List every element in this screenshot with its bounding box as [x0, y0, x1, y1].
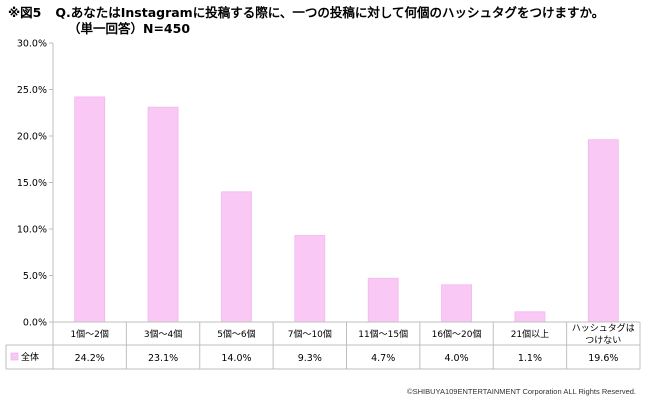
- x-tick-label: 5個～6個: [217, 328, 255, 340]
- copyright-notice: ©SHIBUYA109ENTERTAINMENT Corporation ALL…: [407, 387, 636, 396]
- bar: [514, 311, 546, 323]
- figure-label: ※図5: [8, 5, 42, 20]
- y-tick-label: 5.0%: [23, 271, 47, 282]
- data-label: 19.6%: [588, 353, 618, 364]
- x-tick-label: 11個～15個: [358, 328, 408, 340]
- y-tick-label: 0.0%: [23, 318, 47, 329]
- bar: [147, 106, 179, 323]
- data-label: 24.2%: [75, 353, 105, 364]
- question-text: Q.あなたはInstagramに投稿する際に、一つの投稿に対して何個のハッシュタ…: [55, 5, 605, 20]
- data-label: 14.0%: [221, 353, 251, 364]
- y-tick-label: 25.0%: [17, 85, 47, 96]
- data-label: 1.1%: [518, 353, 542, 364]
- bar: [367, 277, 399, 323]
- data-label: 23.1%: [148, 353, 178, 364]
- x-tick-label: 1個～2個: [70, 328, 108, 340]
- bar: [587, 139, 619, 323]
- bar-series: [74, 96, 619, 323]
- x-tick-label: 16個～20個: [432, 328, 482, 340]
- data-table: 1個～2個 3個～4個 5個～6個 7個～10個 11個～15個 16個～20個 21個以上…: [5, 321, 641, 370]
- bar: [221, 191, 252, 323]
- bar: [441, 284, 472, 323]
- x-tick-label: 7個～10個: [288, 328, 332, 340]
- y-tick-label: 30.0%: [17, 39, 47, 50]
- legend-swatch: [10, 352, 19, 361]
- y-tick-label: 20.0%: [17, 132, 47, 143]
- y-axis: 0.0% 5.0% 10.0% 15.0% 20.0% 25.0% 30.0%: [17, 39, 54, 329]
- bar: [74, 96, 106, 323]
- y-tick-label: 10.0%: [17, 225, 47, 236]
- x-tick-label: 3個～4個: [144, 328, 182, 340]
- bar: [294, 235, 326, 323]
- data-label: 9.3%: [298, 353, 322, 364]
- x-tick-label: ハッシュタグはつけない: [572, 322, 635, 346]
- y-tick-label: 15.0%: [17, 178, 47, 189]
- data-label: 4.0%: [444, 353, 468, 364]
- chart-subtitle: （単一回答）N=450: [68, 21, 191, 36]
- data-label: 4.7%: [371, 353, 395, 364]
- legend-label: 全体: [21, 351, 39, 363]
- x-tick-label: 21個以上: [511, 328, 549, 340]
- chart-title: ※図5 Q.あなたはInstagramに投稿する際に、一つの投稿に対して何個のハッ…: [8, 4, 604, 21]
